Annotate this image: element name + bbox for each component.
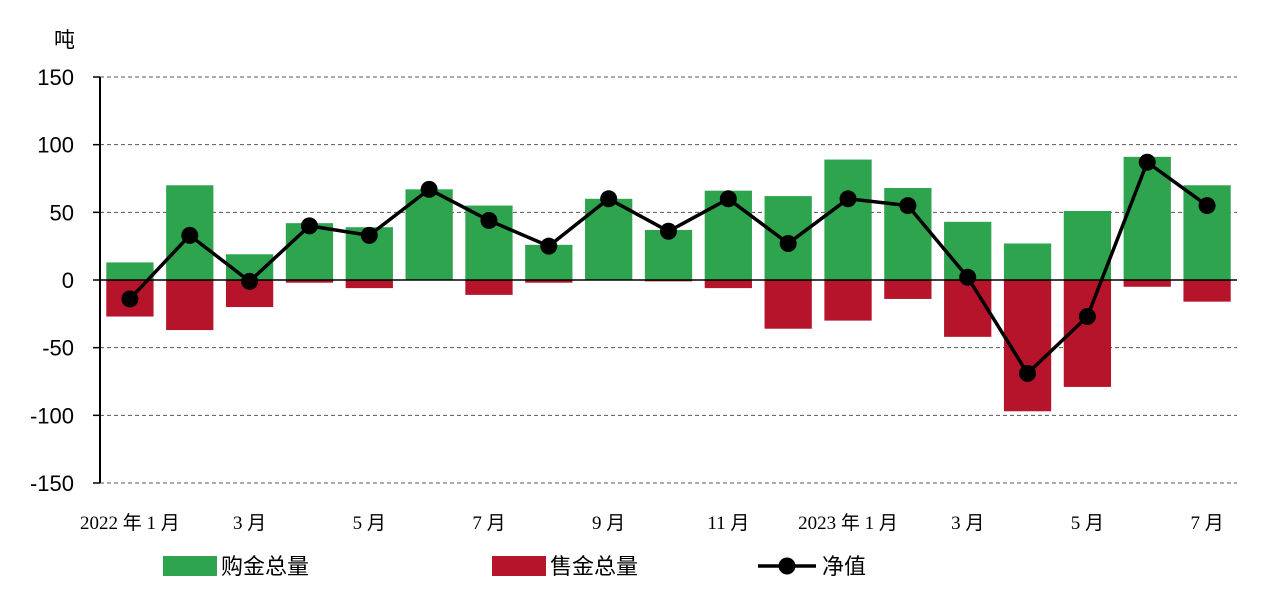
net-point [1198, 197, 1216, 215]
net-line [121, 153, 1216, 382]
legend-net: 净值 [758, 555, 866, 580]
y-tick-label: -150 [30, 471, 74, 496]
y-tick-label: -100 [30, 403, 74, 428]
net-point [1019, 364, 1037, 382]
legend-swatch [492, 556, 546, 576]
buy-bar [1063, 210, 1112, 280]
y-tick-label: 0 [62, 268, 74, 293]
net-point [540, 237, 558, 255]
sell-bar [525, 280, 573, 283]
legend-sell: 售金总量 [492, 555, 638, 580]
legend-label: 购金总量 [221, 555, 309, 580]
sell-bar [285, 280, 334, 283]
x-tick-label: 3 月 [951, 513, 984, 534]
buy-bar [1003, 243, 1052, 280]
sell-bar [1183, 280, 1231, 302]
x-tick-label: 5 月 [353, 513, 386, 534]
net-point [480, 211, 498, 229]
sell-bar [824, 280, 872, 321]
legend: 购金总量 售金总量 净值 [163, 555, 866, 580]
y-axis-unit-label: 吨 [54, 28, 75, 52]
y-axis: 150 100 50 0 -50 -100 -150 [30, 65, 101, 496]
net-point [719, 190, 737, 208]
x-tick-label: 9 月 [592, 513, 625, 534]
bars [106, 156, 1231, 412]
sell-bar [166, 280, 214, 331]
gridlines [100, 76, 1237, 484]
net-point [420, 180, 438, 198]
y-tick-label: 150 [37, 65, 74, 90]
x-axis-labels: 2022 年 1 月 3 月 5 月 7 月 9 月 11 月 2023 年 1 月 3 月 5… [80, 512, 1224, 534]
buy-bar [1123, 156, 1171, 280]
x-tick-label: 11 月 [707, 513, 749, 534]
net-point [779, 234, 797, 252]
x-tick-label: 7 月 [1190, 513, 1223, 534]
y-tick-label: -50 [42, 336, 74, 361]
net-point [360, 226, 378, 244]
buy-bar [106, 262, 154, 280]
net-point [660, 222, 677, 240]
x-tick-label: 2023 年 1 月 [798, 512, 898, 534]
x-tick-label: 3 月 [233, 513, 266, 534]
net-point [1138, 153, 1156, 171]
net-point [181, 226, 199, 244]
net-point [1078, 308, 1096, 326]
sell-bar [884, 280, 932, 299]
net-point [839, 190, 857, 208]
legend-swatch [163, 556, 217, 576]
net-point [121, 290, 139, 308]
buy-bar [824, 159, 872, 280]
x-tick-label: 5 月 [1071, 513, 1104, 534]
sell-bar [944, 280, 992, 337]
buy-bar [405, 189, 453, 280]
net-point [300, 217, 318, 235]
net-point [241, 272, 259, 290]
x-tick-label: 7 月 [472, 513, 505, 534]
sell-bar [764, 280, 812, 329]
y-tick-label: 100 [37, 133, 74, 158]
legend-marker [778, 557, 796, 575]
legend-buy: 购金总量 [163, 555, 309, 580]
y-tick-label: 50 [50, 200, 74, 225]
sell-bar [465, 280, 513, 295]
net-point [959, 268, 977, 286]
legend-label: 净值 [822, 555, 866, 580]
sell-bar [345, 280, 393, 289]
legend-label: 售金总量 [550, 555, 638, 580]
x-tick-label: 2022 年 1 月 [80, 512, 180, 534]
net-point [899, 197, 917, 215]
sell-bar [1123, 280, 1171, 287]
net-point [600, 190, 618, 208]
sell-bar [704, 280, 752, 289]
